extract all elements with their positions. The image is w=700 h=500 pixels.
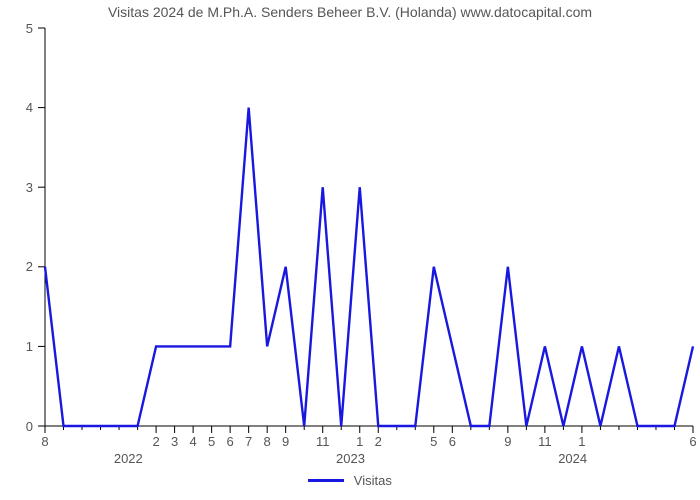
x-tick-label: 2 <box>375 434 382 449</box>
y-tick-label: 2 <box>0 259 33 274</box>
x-tick-label: 7 <box>245 434 252 449</box>
x-tick-label: 6 <box>449 434 456 449</box>
x-tick-label: 6 <box>227 434 234 449</box>
x-tick-label: 9 <box>282 434 289 449</box>
x-year-label: 2024 <box>558 451 587 466</box>
x-tick-label: 3 <box>171 434 178 449</box>
y-tick-label: 1 <box>0 339 33 354</box>
legend-label: Visitas <box>354 473 392 488</box>
x-tick-label: 8 <box>264 434 271 449</box>
x-tick-label: 6 <box>689 434 696 449</box>
plot-area <box>45 28 693 426</box>
x-tick-label: 5 <box>430 434 437 449</box>
x-tick-label: 4 <box>189 434 196 449</box>
x-tick-label: 11 <box>316 434 330 449</box>
legend: Visitas <box>0 472 700 488</box>
chart-svg <box>45 28 693 438</box>
x-tick-label: 9 <box>504 434 511 449</box>
x-tick-label: 2 <box>152 434 159 449</box>
y-tick-label: 0 <box>0 419 33 434</box>
y-tick-label: 4 <box>0 100 33 115</box>
legend-item: Visitas <box>308 472 392 488</box>
x-tick-label: 5 <box>208 434 215 449</box>
x-tick-label: 11 <box>538 434 552 449</box>
chart-title: Visitas 2024 de M.Ph.A. Senders Beheer B… <box>0 4 700 20</box>
y-tick-label: 3 <box>0 180 33 195</box>
x-tick-label: 1 <box>356 434 363 449</box>
x-tick-label: 1 <box>578 434 585 449</box>
x-year-label: 2023 <box>336 451 365 466</box>
y-tick-label: 5 <box>0 21 33 36</box>
x-year-label: 2022 <box>114 451 143 466</box>
legend-swatch <box>308 479 344 482</box>
x-tick-label: 8 <box>41 434 48 449</box>
